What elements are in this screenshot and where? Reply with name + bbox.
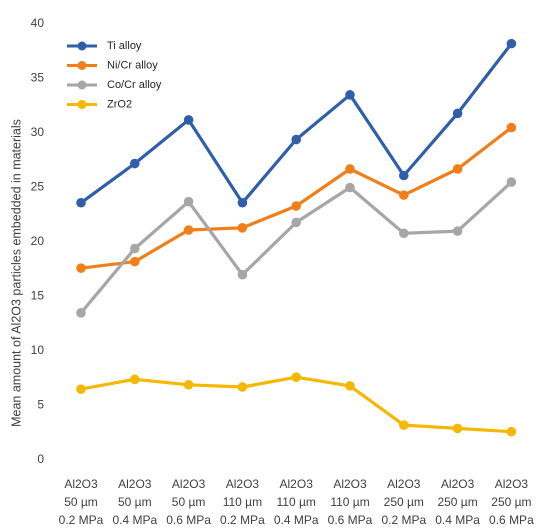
data-point <box>130 243 140 254</box>
x-tick-label-line: 0.2 MPa <box>381 513 426 527</box>
x-tick-label-line: 110 µm <box>330 495 369 509</box>
data-point <box>76 197 86 208</box>
x-tick-label-line: 50 µm <box>118 495 152 509</box>
data-point <box>345 381 355 391</box>
x-tick-label-line: 250 µm <box>491 495 531 509</box>
legend-label: Ti alloy <box>107 40 142 52</box>
y-tick-label: 40 <box>31 16 45 30</box>
x-tick-label: Al2O3 250 µm 0.2 MPa <box>381 477 426 527</box>
data-point <box>399 420 409 430</box>
data-point <box>452 226 463 236</box>
legend-marker <box>77 41 87 51</box>
x-tick-label-line: 110 µm <box>277 495 316 509</box>
data-point <box>399 228 409 239</box>
data-point <box>291 372 302 382</box>
x-tick-label-line: 0.6 MPa <box>489 513 534 527</box>
legend-label: ZrO2 <box>107 98 132 110</box>
x-tick-label: Al2O3 250 µm 0.4 MPa <box>435 477 480 527</box>
legend-label: Ni/Cr alloy <box>107 59 158 71</box>
x-tick-label-line: 50 µm <box>172 495 206 509</box>
data-point <box>345 182 355 193</box>
x-tick-label-line: 0.2 MPa <box>59 513 104 527</box>
x-tick-label-line: Al2O3 <box>64 477 98 491</box>
x-tick-label: Al2O3 110 µm 0.2 MPa <box>220 477 265 527</box>
data-point <box>237 197 248 208</box>
data-point <box>291 134 302 145</box>
data-point <box>506 122 517 133</box>
x-tick-label: Al2O3 50 µm 0.4 MPa <box>112 477 157 527</box>
data-point <box>237 223 248 233</box>
data-point <box>76 384 86 394</box>
data-point <box>237 269 248 280</box>
legend-item: Ti alloy <box>67 40 142 52</box>
x-tick-label-line: 0.6 MPa <box>166 513 211 527</box>
legend-item: ZrO2 <box>67 98 132 110</box>
data-point <box>399 170 409 181</box>
legend: Ti alloy Ni/Cr alloy Co/Cr alloy ZrO2 <box>67 40 162 110</box>
x-tick-label: Al2O3 50 µm 0.6 MPa <box>166 477 211 527</box>
data-point <box>130 374 140 385</box>
x-tick-label: Al2O3 50 µm 0.2 MPa <box>59 477 104 527</box>
x-tick-label-line: 0.2 MPa <box>220 513 265 527</box>
data-point <box>506 426 517 437</box>
data-point <box>183 115 194 125</box>
x-tick-label-line: 0.4 MPa <box>435 513 480 527</box>
series-line <box>79 375 513 434</box>
data-point <box>345 164 355 174</box>
data-point <box>291 217 302 228</box>
data-point <box>130 256 140 267</box>
legend-marker <box>77 100 87 109</box>
y-tick-label: 25 <box>31 180 45 194</box>
x-tick-label-line: Al2O3 <box>226 477 260 491</box>
series-line <box>79 125 513 270</box>
y-tick-label: 0 <box>37 452 44 466</box>
y-tick-label: 20 <box>31 234 45 248</box>
y-tick-label: 10 <box>31 343 45 357</box>
legend-marker <box>77 61 87 70</box>
x-tick-label-line: Al2O3 <box>172 477 206 491</box>
x-tick-label-line: Al2O3 <box>280 477 314 491</box>
x-tick-label-line: 250 µm <box>437 495 477 509</box>
x-tick-label: Al2O3 250 µm 0.6 MPa <box>489 477 534 527</box>
x-tick-label-line: 0.6 MPa <box>328 513 373 527</box>
data-point <box>399 190 409 200</box>
x-tick-label-line: Al2O3 <box>333 477 367 491</box>
data-point <box>345 90 355 100</box>
y-tick-label: 5 <box>37 398 44 412</box>
y-tick-label: 15 <box>31 289 45 303</box>
x-tick-label-line: 0.4 MPa <box>274 513 319 527</box>
data-point <box>76 263 86 273</box>
x-tick-label-line: 50 µm <box>64 495 98 509</box>
x-tick-label-line: Al2O3 <box>441 477 475 491</box>
legend-item: Ni/Cr alloy <box>67 59 158 71</box>
data-point <box>130 158 140 169</box>
legend-label: Co/Cr alloy <box>107 79 162 91</box>
data-point <box>76 308 86 318</box>
x-tick-label-line: 250 µm <box>384 495 424 509</box>
y-tick-label: 30 <box>31 125 45 139</box>
data-point <box>506 177 517 187</box>
x-tick-label-line: Al2O3 <box>118 477 152 491</box>
x-tick-label-line: 110 µm <box>223 495 262 509</box>
data-point <box>183 225 194 235</box>
data-point <box>291 201 302 211</box>
data-point <box>237 382 248 392</box>
x-tick-label: Al2O3 110 µm 0.4 MPa <box>274 477 319 527</box>
legend-marker <box>77 80 87 90</box>
legend-item: Co/Cr alloy <box>67 79 162 91</box>
data-point <box>452 108 463 119</box>
data-point <box>452 164 463 174</box>
y-axis-label: Mean amount of Al2O3 particles embedded … <box>9 119 23 427</box>
y-tick-label: 35 <box>31 71 45 85</box>
data-point <box>183 379 194 390</box>
x-tick-label-line: Al2O3 <box>387 477 421 491</box>
x-tick-label-line: 0.4 MPa <box>112 513 157 527</box>
data-point <box>183 196 194 207</box>
data-point <box>452 423 463 434</box>
data-point <box>506 38 517 49</box>
x-tick-label-line: Al2O3 <box>495 477 529 491</box>
x-tick-label: Al2O3 110 µm 0.6 MPa <box>328 477 373 527</box>
